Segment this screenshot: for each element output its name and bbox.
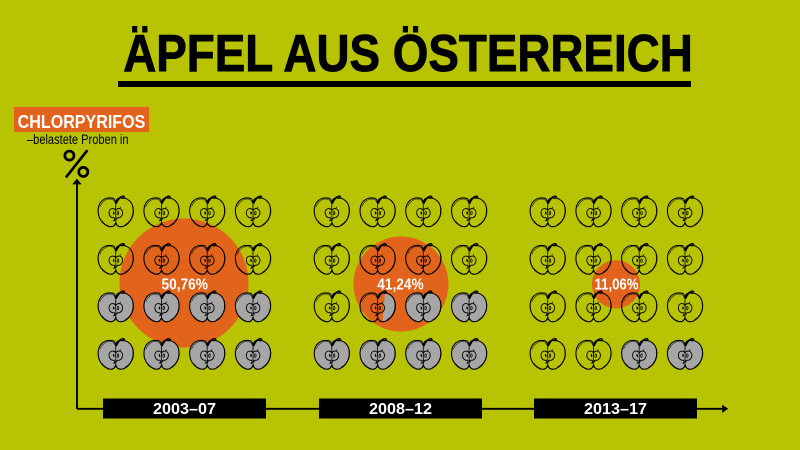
svg-text:2013–17: 2013–17: [584, 401, 647, 418]
svg-text:2008–12: 2008–12: [369, 401, 432, 418]
svg-text:11,06%: 11,06%: [595, 276, 639, 293]
svg-text:50,76%: 50,76%: [161, 277, 208, 294]
svg-text:41,24%: 41,24%: [377, 277, 424, 294]
svg-text:2003–07: 2003–07: [153, 401, 216, 418]
